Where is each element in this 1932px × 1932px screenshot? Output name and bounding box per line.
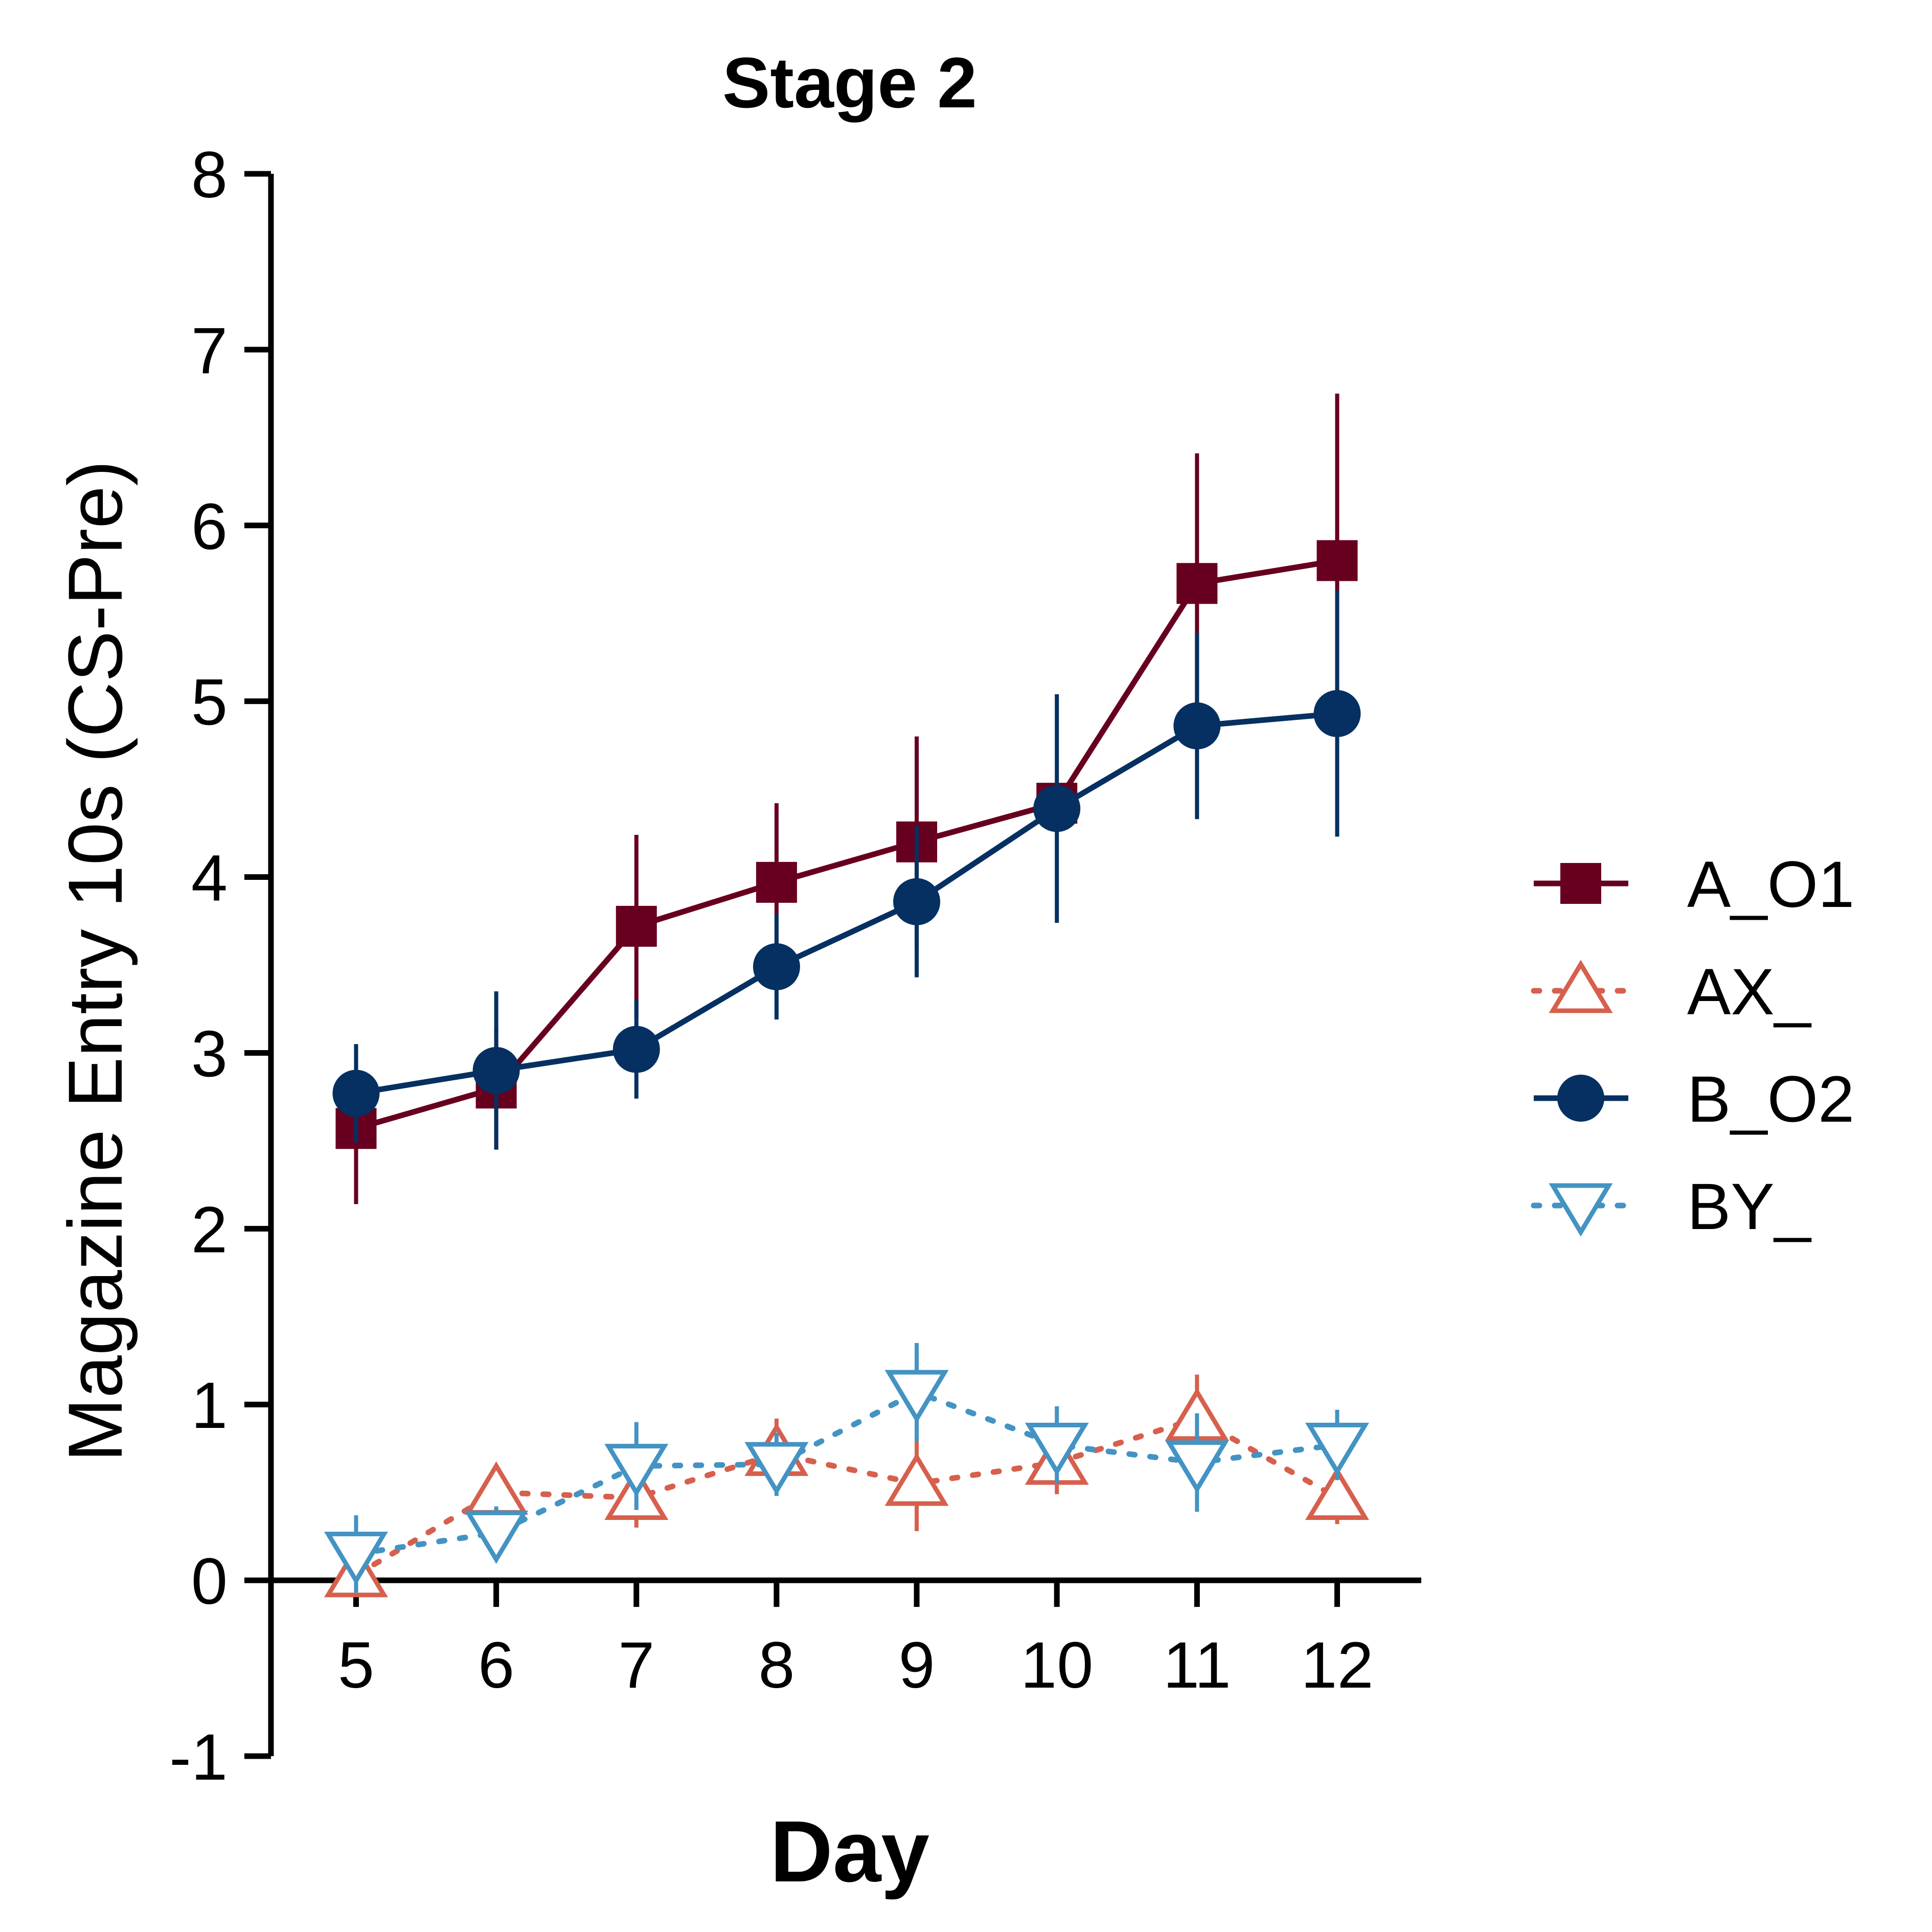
legend-label: A_O1 [1687, 848, 1854, 921]
x-tick-label: 8 [758, 1629, 794, 1702]
legend-label: AX_ [1687, 956, 1812, 1029]
series-by- [324, 1343, 1370, 1593]
x-tick-label: 11 [1163, 1629, 1231, 1702]
y-tick-label: 7 [191, 314, 228, 388]
x-tick-label: 10 [1020, 1629, 1093, 1702]
data-point [1165, 1440, 1229, 1494]
series-b-o2 [332, 590, 1361, 1150]
data-point [616, 905, 657, 947]
data-point [1316, 540, 1358, 581]
data-point [744, 1442, 809, 1495]
y-tick-label: 2 [191, 1193, 228, 1266]
y-tick-label: 0 [191, 1545, 228, 1618]
x-tick-label: 6 [478, 1629, 514, 1702]
y-axis-label: Magazine Entry 10s (CS-Pre) [52, 460, 138, 1462]
y-tick-label: 3 [191, 1017, 228, 1090]
x-axis-label: Day [770, 1803, 929, 1900]
legend-marker [1549, 960, 1613, 1013]
x-tick-label: 5 [338, 1629, 374, 1702]
legend: A_O1 AX_ B_O2 BY_ [1531, 848, 1854, 1243]
data-point [604, 1444, 669, 1497]
data-point [612, 1026, 660, 1073]
data-point [324, 1532, 389, 1585]
y-tick-label: 1 [191, 1369, 228, 1442]
data-point [753, 943, 800, 990]
data-point [464, 1461, 529, 1515]
data-point [756, 861, 797, 903]
data-point [884, 1452, 949, 1506]
legend-marker [1549, 1183, 1613, 1237]
y-tick-label: -1 [169, 1721, 228, 1794]
data-point [884, 1370, 949, 1423]
legend-marker [1560, 863, 1601, 904]
data-point [1305, 1466, 1370, 1520]
legend-marker [1557, 1075, 1604, 1122]
chart-title: Stage 2 [722, 42, 977, 123]
y-tick-label: 6 [191, 490, 228, 563]
data-point [472, 1047, 520, 1094]
x-tick-label: 9 [898, 1629, 935, 1702]
data-point [1176, 563, 1218, 604]
x-tick-label: 7 [618, 1629, 654, 1702]
plot-area [324, 393, 1370, 1598]
data-point [1025, 1422, 1089, 1476]
data-point [464, 1510, 529, 1564]
data-point [1313, 690, 1361, 737]
legend-item-ax-: AX_ [1531, 956, 1812, 1029]
y-tick-label: 4 [191, 842, 228, 915]
series-line [355, 711, 1337, 1096]
series-ax- [324, 1374, 1370, 1598]
y-tick-label: 8 [191, 139, 228, 212]
data-point [1305, 1422, 1370, 1476]
data-point [332, 1070, 380, 1117]
data-point [1033, 785, 1081, 832]
legend-item-b-o2: B_O2 [1534, 1063, 1854, 1136]
y-tick-label: 5 [191, 666, 228, 739]
series-line [355, 558, 1338, 1131]
series-line [353, 1416, 1340, 1578]
legend-label: BY_ [1687, 1170, 1812, 1243]
legend-item-by-: BY_ [1531, 1170, 1812, 1243]
data-point [1173, 702, 1221, 749]
data-point [893, 878, 941, 925]
legend-label: B_O2 [1687, 1063, 1854, 1136]
legend-item-a-o1: A_O1 [1534, 848, 1854, 921]
x-tick-label: 12 [1301, 1629, 1373, 1702]
